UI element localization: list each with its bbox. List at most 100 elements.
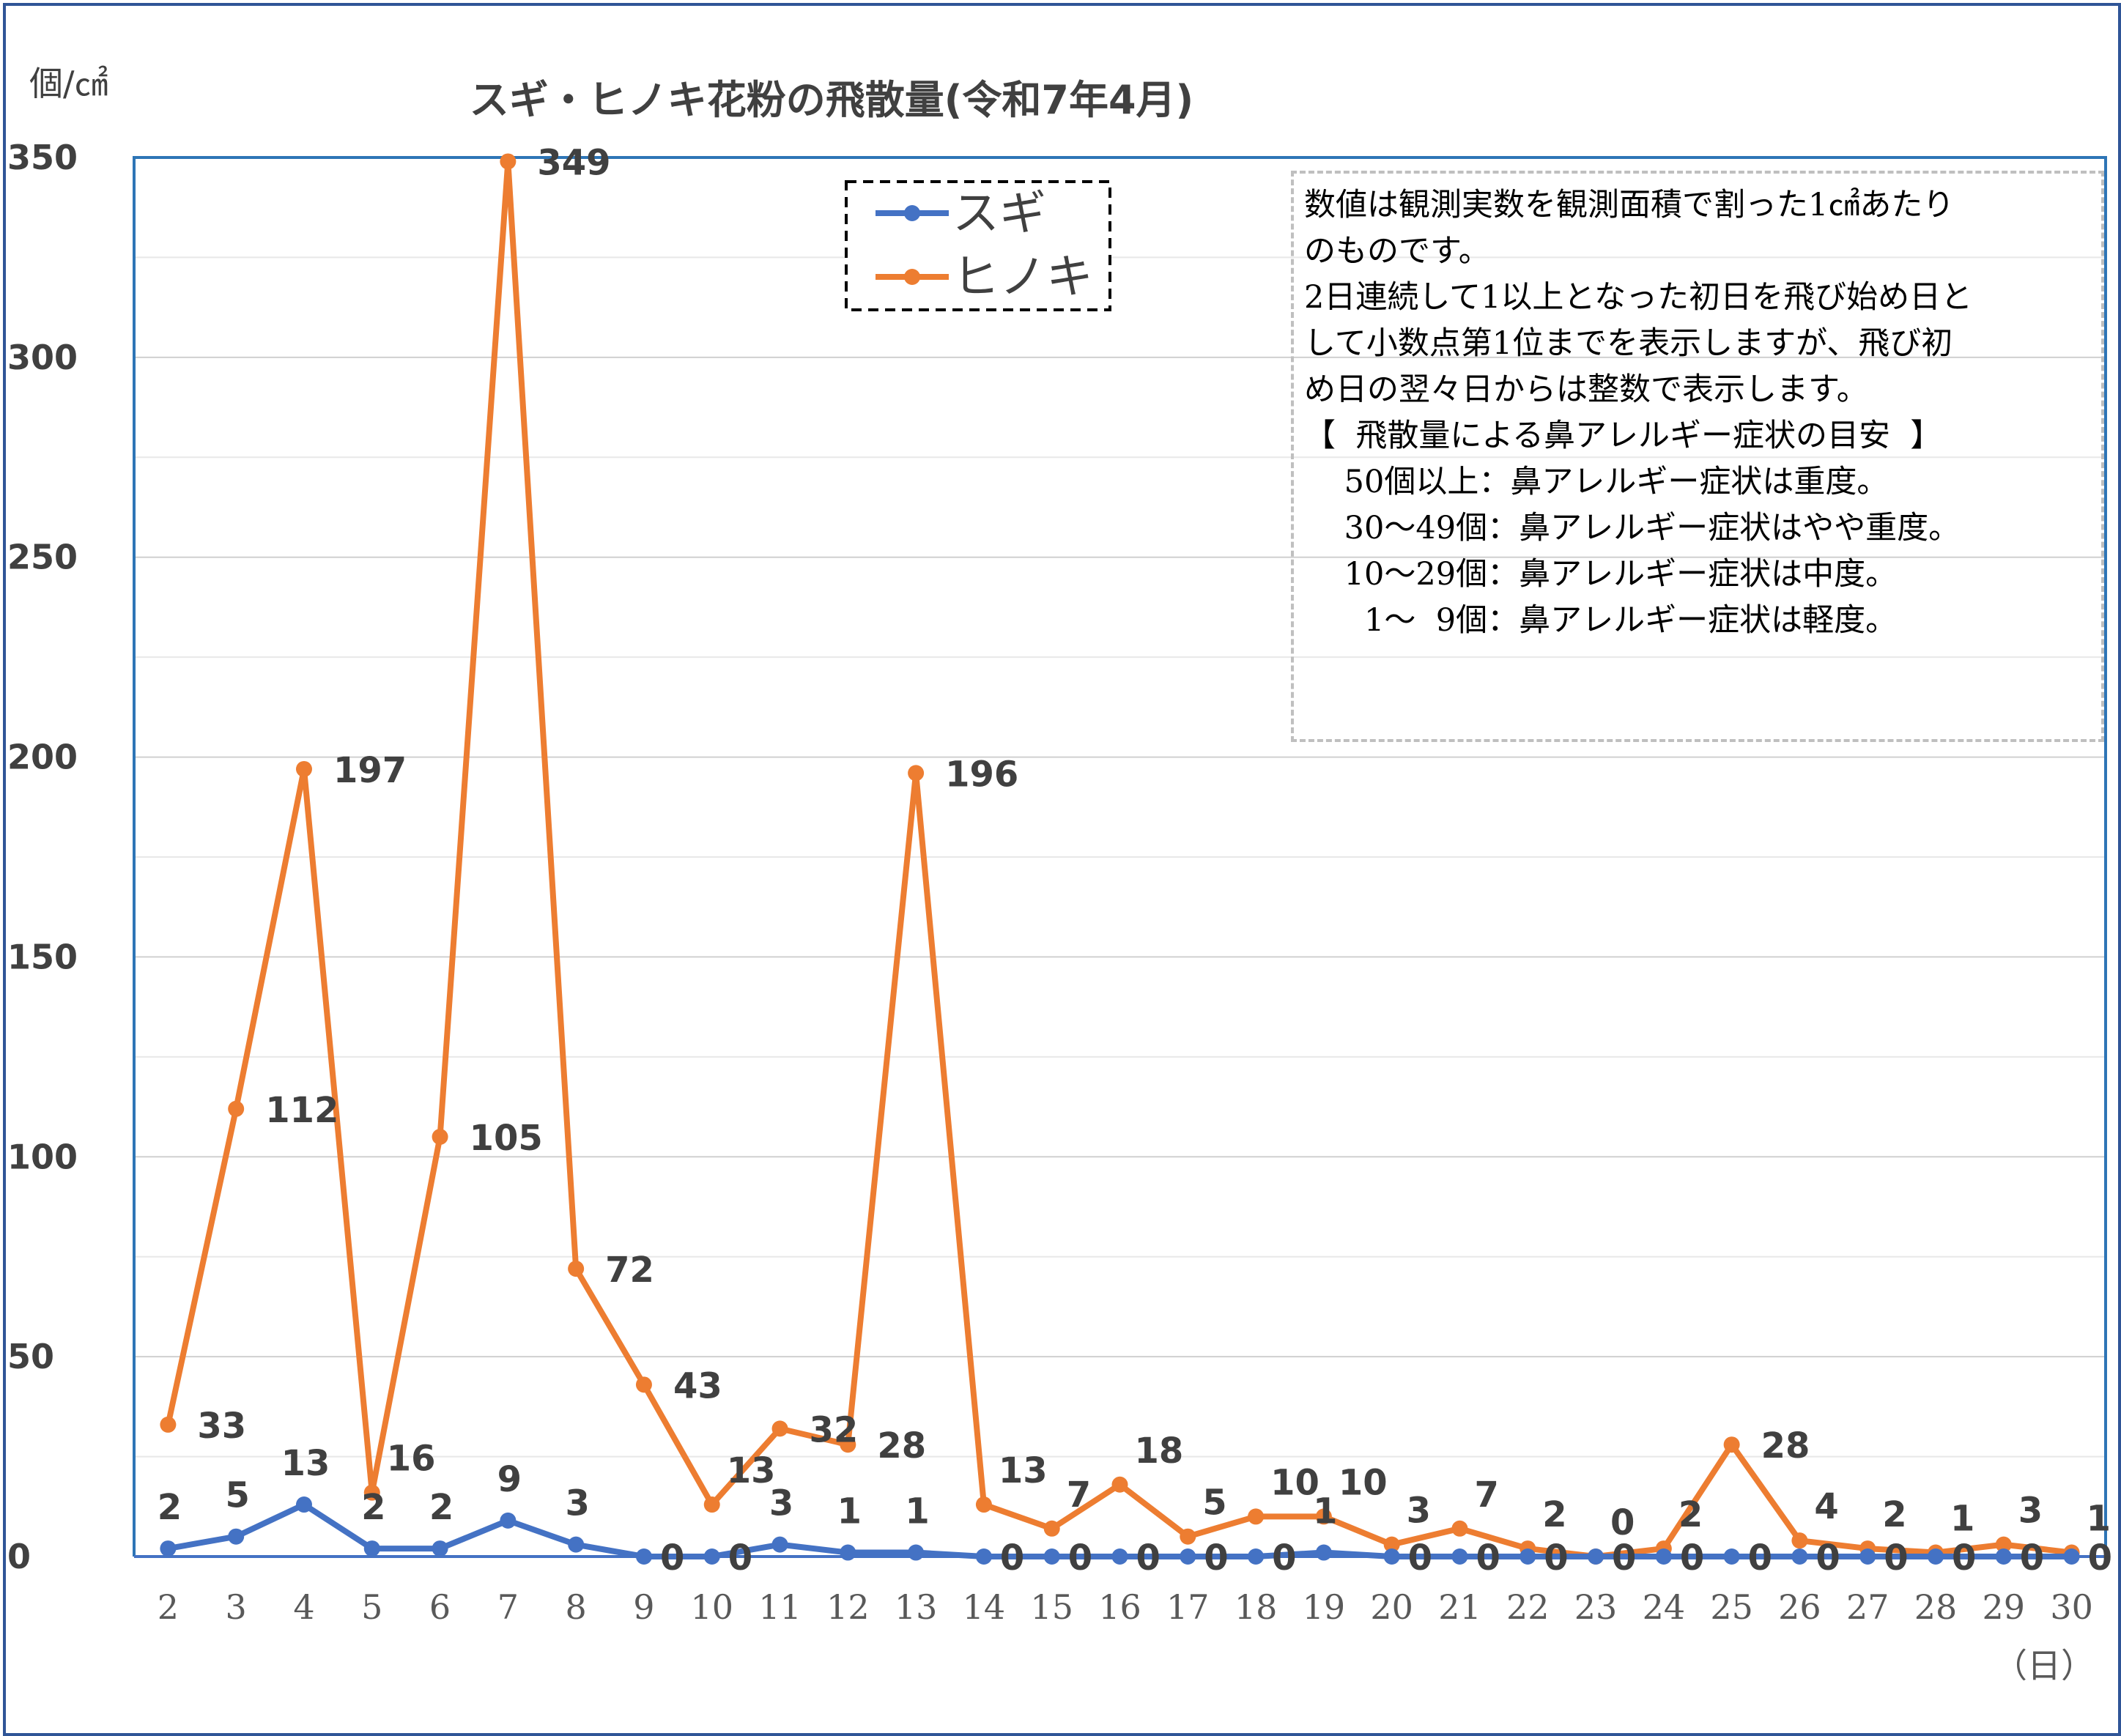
data-label-hinoki: 5: [1202, 1483, 1226, 1524]
data-point-sugi: [975, 1548, 992, 1565]
data-label-hinoki: 33: [197, 1406, 246, 1447]
data-label-hinoki: 10: [1339, 1462, 1388, 1503]
legend-box: [845, 180, 1111, 311]
data-label-hinoki: 13: [999, 1450, 1048, 1491]
data-point-sugi: [1928, 1548, 1944, 1565]
note-line: め日の翌々日からは整数で表示します。: [1304, 371, 1868, 408]
data-point-sugi: [1451, 1548, 1468, 1565]
data-label-hinoki: 2: [1542, 1494, 1566, 1535]
note-line: のものです。: [1304, 233, 1490, 270]
x-axis-unit: （日）: [1994, 1646, 2095, 1685]
data-point-hinoki: [908, 765, 925, 782]
x-tick-label: 16: [1098, 1587, 1141, 1627]
data-point-hinoki: [1248, 1508, 1265, 1525]
data-point-hinoki: [1111, 1476, 1128, 1493]
x-tick-label: 11: [758, 1587, 802, 1627]
data-label-sugi: 0: [1612, 1537, 1636, 1579]
data-point-sugi: [568, 1536, 585, 1553]
data-point-sugi: [1180, 1548, 1196, 1565]
x-tick-label: 9: [633, 1587, 654, 1627]
data-point-sugi: [1315, 1544, 1332, 1561]
x-tick-label: 7: [497, 1587, 519, 1627]
x-tick-label: 18: [1235, 1587, 1278, 1627]
data-point-hinoki: [703, 1496, 720, 1513]
data-point-sugi: [635, 1548, 652, 1565]
data-label-hinoki: 112: [265, 1090, 338, 1131]
data-point-sugi: [908, 1544, 925, 1561]
data-point-sugi: [1859, 1548, 1876, 1565]
data-point-sugi: [1791, 1548, 1808, 1565]
data-label-sugi: 13: [281, 1443, 330, 1484]
data-label-hinoki: 4: [1814, 1486, 1838, 1527]
data-point-sugi: [432, 1540, 448, 1557]
x-tick-label: 25: [1710, 1587, 1753, 1627]
data-label-sugi: 0: [1204, 1537, 1228, 1579]
x-tick-label: 24: [1643, 1587, 1686, 1627]
legend-label-sugi: スギ: [952, 187, 1046, 241]
y-tick-label: 300: [7, 338, 78, 377]
x-tick-label: 29: [1983, 1587, 2026, 1627]
data-label-hinoki: 28: [1761, 1425, 1810, 1466]
data-label-sugi: 2: [361, 1487, 385, 1528]
data-point-hinoki: [1791, 1532, 1808, 1549]
data-point-hinoki: [840, 1436, 856, 1453]
x-tick-label: 15: [1030, 1587, 1073, 1627]
legend: スギ ヒノキ: [845, 180, 1111, 311]
data-point-sugi: [228, 1528, 245, 1545]
x-tick-label: 3: [226, 1587, 247, 1627]
note-line: して小数点第1位までを表示しますが、飛び初: [1304, 325, 1953, 362]
data-label-hinoki: 10: [1270, 1462, 1319, 1503]
data-label-hinoki: 43: [673, 1365, 722, 1406]
data-label-sugi: 0: [1748, 1537, 1772, 1579]
data-label-hinoki: 2: [1678, 1494, 1703, 1535]
x-tick-label: 20: [1370, 1587, 1413, 1627]
x-tick-label: 8: [566, 1587, 587, 1627]
data-label-sugi: 9: [497, 1459, 522, 1500]
data-label-sugi: 0: [1136, 1537, 1161, 1579]
data-point-hinoki: [1451, 1520, 1468, 1537]
data-label-sugi: 0: [2020, 1537, 2044, 1579]
data-point-hinoki: [635, 1376, 652, 1393]
data-label-sugi: 0: [2088, 1537, 2112, 1579]
data-label-hinoki: 16: [387, 1439, 436, 1480]
data-label-hinoki: 1: [1950, 1499, 1974, 1540]
x-tick-label: 14: [963, 1587, 1006, 1627]
chart-title: スギ・ヒノキ花粉の飛散量(令和7年4月): [470, 77, 1194, 123]
data-label-sugi: 2: [429, 1487, 454, 1528]
x-tick-label: 4: [293, 1587, 314, 1627]
data-point-sugi: [1520, 1548, 1536, 1565]
data-point-sugi: [840, 1544, 856, 1561]
data-label-sugi: 0: [1884, 1537, 1908, 1579]
data-point-hinoki: [1383, 1536, 1400, 1553]
data-label-hinoki: 28: [877, 1425, 926, 1466]
x-tick-label: 26: [1778, 1587, 1821, 1627]
data-point-sugi: [1655, 1548, 1672, 1565]
data-point-hinoki: [771, 1420, 788, 1437]
x-tick-label: 19: [1303, 1587, 1346, 1627]
data-label-sugi: 0: [1476, 1537, 1500, 1579]
x-tick-label: 12: [826, 1587, 870, 1627]
data-label-hinoki: 2: [1882, 1494, 1906, 1535]
data-label-hinoki: 1: [2087, 1499, 2111, 1540]
y-tick-label: 200: [7, 738, 78, 777]
x-tick-label: 5: [361, 1587, 382, 1627]
data-label-sugi: 0: [1272, 1537, 1296, 1579]
data-label-sugi: 0: [1408, 1537, 1432, 1579]
note-line: 数値は観測実数を観測面積で割った1㎠あたり: [1304, 187, 1955, 223]
data-label-hinoki: 13: [727, 1450, 776, 1491]
data-point-sugi: [160, 1540, 177, 1557]
x-tick-label: 22: [1506, 1587, 1550, 1627]
data-point-hinoki: [432, 1129, 448, 1145]
data-label-sugi: 0: [728, 1537, 752, 1579]
note-line: 10～29個：鼻アレルギー症状は中度。: [1304, 556, 1898, 593]
data-label-sugi: 0: [1815, 1537, 1840, 1579]
data-label-sugi: 3: [565, 1483, 589, 1524]
x-tick-label: 10: [690, 1587, 733, 1627]
legend-label-hinoki: ヒノキ: [952, 251, 1093, 305]
data-point-sugi: [1588, 1548, 1604, 1565]
data-point-sugi: [703, 1548, 720, 1565]
data-label-hinoki: 0: [1610, 1502, 1635, 1543]
data-label-hinoki: 18: [1135, 1431, 1184, 1472]
